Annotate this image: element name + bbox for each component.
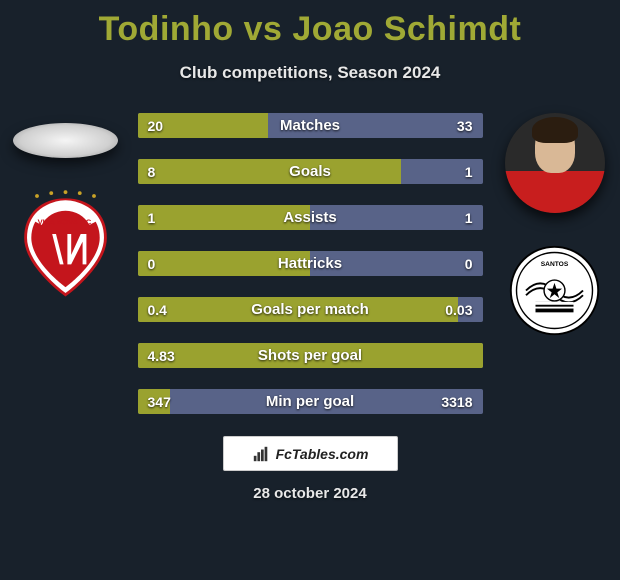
comparison-content: VILA NOVA F.C. SANTOS — [0, 113, 620, 414]
santos-crest-icon: SANTOS — [507, 243, 602, 338]
stat-label: Goals per match — [138, 297, 483, 322]
vila-nova-crest-icon: VILA NOVA F.C. — [18, 188, 113, 298]
page-title: Todinho vs Joao Schimdt — [0, 0, 620, 49]
right-player-column: SANTOS — [497, 113, 612, 338]
stat-label: Assists — [138, 205, 483, 230]
stat-row: 8Goals1 — [138, 159, 483, 184]
stat-value-right: 3318 — [441, 389, 472, 414]
footer-date: 28 october 2024 — [0, 485, 620, 502]
stat-row: 347Min per goal3318 — [138, 389, 483, 414]
club-badge-left: VILA NOVA F.C. — [18, 188, 113, 298]
stat-row: 0.4Goals per match0.03 — [138, 297, 483, 322]
stat-label: Min per goal — [138, 389, 483, 414]
brand-badge: FcTables.com — [223, 436, 398, 471]
stat-label: Matches — [138, 113, 483, 138]
stat-label: Hattricks — [138, 251, 483, 276]
stat-label: Shots per goal — [138, 343, 483, 368]
left-player-column: VILA NOVA F.C. — [8, 113, 123, 298]
stat-bars: 20Matches338Goals11Assists10Hattricks00.… — [138, 113, 483, 414]
stat-value-right: 1 — [465, 159, 473, 184]
brand-text: FcTables.com — [276, 446, 369, 462]
player-photo-right — [505, 113, 605, 213]
stat-label: Goals — [138, 159, 483, 184]
stat-value-right: 33 — [457, 113, 473, 138]
stat-row: 0Hattricks0 — [138, 251, 483, 276]
svg-text:VILA NOVA F.C.: VILA NOVA F.C. — [38, 217, 94, 226]
player-photo-left — [13, 123, 118, 158]
stat-value-right: 0 — [465, 251, 473, 276]
fctables-logo-icon — [252, 445, 270, 463]
stat-row: 20Matches33 — [138, 113, 483, 138]
stat-value-right: 1 — [465, 205, 473, 230]
subtitle: Club competitions, Season 2024 — [0, 63, 620, 83]
stat-value-right: 0.03 — [445, 297, 472, 322]
svg-text:SANTOS: SANTOS — [541, 261, 569, 268]
stat-row: 1Assists1 — [138, 205, 483, 230]
stat-row: 4.83Shots per goal — [138, 343, 483, 368]
club-badge-right: SANTOS — [507, 243, 602, 338]
